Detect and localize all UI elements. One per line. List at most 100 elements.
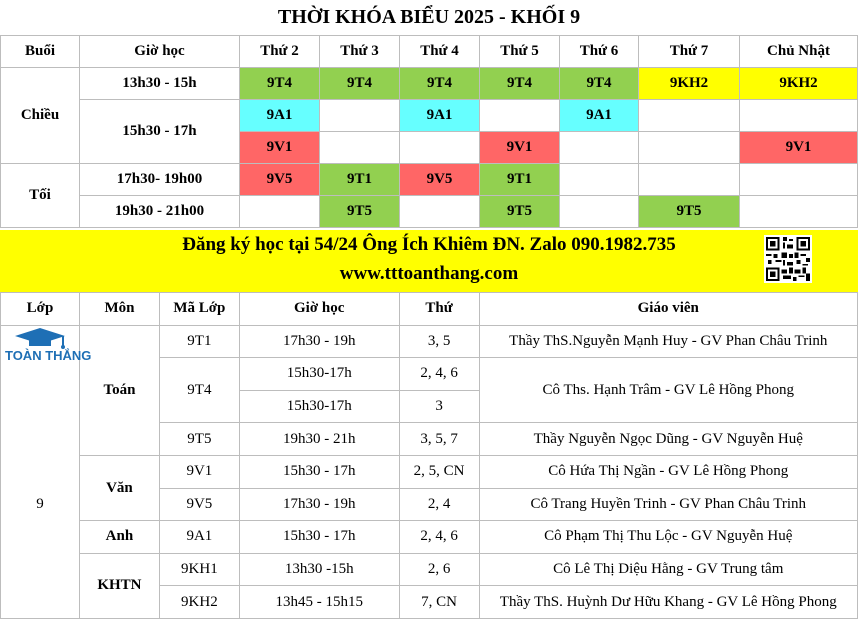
class-cell <box>739 163 858 196</box>
class-cell: 9V5 <box>239 163 320 196</box>
table-row: 9V5 17h30 - 19h 2, 4 Cô Trang Huyền Trin… <box>1 487 858 522</box>
header-cell: Giờ học <box>79 35 240 68</box>
class-cell: 9T1 <box>479 163 560 196</box>
qr-code-icon <box>764 235 812 283</box>
class-cell: 9KH2 <box>638 67 740 100</box>
class-cell <box>559 195 639 228</box>
days-cell: 2, 4, 6 <box>398 520 480 554</box>
schedule-header-row: Buổi Giờ học Thứ 2 Thứ 3 Thứ 4 Thứ 5 Thứ… <box>0 35 858 68</box>
table-row: 9 15h30-17h 3 <box>0 389 858 619</box>
subject-cell: Toán <box>78 324 160 456</box>
class-cell <box>399 195 480 228</box>
time-cell: 15h30 - 17h <box>79 99 240 164</box>
header-cell: Môn <box>78 292 160 326</box>
schedule-row: Tối 17h30- 19h00 9V5 9T1 9V5 9T1 <box>0 163 858 228</box>
class-code-cell: 9V1 <box>158 454 240 489</box>
subject-cell: Văn <box>78 454 160 522</box>
class-cell <box>559 163 639 196</box>
class-cell <box>739 195 858 228</box>
time-cell: 15h30-17h <box>238 357 400 391</box>
schedule-row: Chiều 13h30 - 15h 9T4 9T4 9T4 9T4 9T4 9K… <box>0 67 858 164</box>
schedule-table: Buổi Giờ học Thứ 2 Thứ 3 Thứ 4 Thứ 5 Thứ… <box>0 35 858 228</box>
days-cell: 2, 4, 6 <box>398 357 480 391</box>
header-cell: Thứ 2 <box>239 35 320 68</box>
time-cell: 19h30 - 21h00 <box>79 195 240 228</box>
header-cell: Mã Lớp <box>158 292 240 326</box>
time-cell: 17h30 - 19h <box>238 324 400 359</box>
header-cell: Giáo viên <box>478 292 858 326</box>
class-cell: 9V1 <box>739 131 858 164</box>
teacher-cell: Thầy ThS. Huỳnh Dư Hữu Khang - GV Lê Hồn… <box>478 585 858 619</box>
days-cell: 7, CN <box>398 585 480 619</box>
class-cell: 9T1 <box>319 163 400 196</box>
class-code-cell: 9A1 <box>158 520 240 554</box>
class-cell <box>239 195 320 228</box>
class-cell: 9T5 <box>319 195 400 228</box>
class-cell: 9A1 <box>559 99 639 132</box>
class-cell: 9T4 <box>319 67 400 100</box>
table-row: 9T4 15h30-17h 2, 4, 6 Cô Ths. Hạnh Trâm … <box>1 357 858 424</box>
time-cell: 15h30-17h <box>238 389 400 424</box>
time-cell: 15h30 - 17h <box>238 454 400 489</box>
class-code-cell: 9KH2 <box>158 585 240 619</box>
teacher-cell: Cô Lê Thị Diệu Hằng - GV Trung tâm <box>478 552 858 587</box>
class-cell <box>319 99 400 132</box>
class-code-cell: 9V5 <box>158 487 240 522</box>
class-code-cell: 9T4 <box>158 357 240 424</box>
days-cell: 3, 5 <box>398 324 480 359</box>
class-cell: 9T4 <box>559 67 639 100</box>
days-cell: 3 <box>398 389 480 424</box>
table-row: 9T5 19h30 - 21h 3, 5, 7 Thầy Nguyễn Ngọc… <box>1 422 858 456</box>
time-cell: 13h45 - 15h15 <box>238 585 400 619</box>
class-cell: 9A1 <box>239 99 320 132</box>
header-cell: Thứ 7 <box>638 35 740 68</box>
teacher-cell: Cô Phạm Thị Thu Lộc - GV Nguyễn Huệ <box>478 520 858 554</box>
header-cell: Chủ Nhật <box>739 35 858 68</box>
teacher-cell: Cô Hứa Thị Ngần - GV Lê Hồng Phong <box>478 454 858 489</box>
class-cell: 9KH2 <box>739 67 858 100</box>
teacher-cell: Cô Ths. Hạnh Trâm - GV Lê Hồng Phong <box>478 357 858 424</box>
class-code-cell: 9T5 <box>158 422 240 456</box>
logo-text: TOÀN THẮNG <box>4 347 92 363</box>
time-cell: 13h30 - 15h <box>79 67 240 100</box>
session-cell: Tối <box>0 163 80 228</box>
header-cell: Lớp <box>0 292 80 326</box>
class-code-cell: 9KH1 <box>158 552 240 587</box>
header-cell: Thứ 4 <box>399 35 480 68</box>
table-row: KHTN 9KH1 13h30 -15h 2, 6 Cô Lê Thị Diệu… <box>1 552 858 619</box>
time-cell: 17h30 - 19h <box>238 487 400 522</box>
schedule-row: 19h30 - 21h00 9T5 9T5 9T5 <box>1 195 858 228</box>
class-cell <box>638 163 740 196</box>
class-table: Lớp Môn Mã Lớp Giờ học Thứ Giáo viên TOÀ… <box>0 292 858 619</box>
days-cell: 2, 4 <box>398 487 480 522</box>
registration-banner: Đăng ký học tại 54/24 Ông Ích Khiêm ĐN. … <box>0 230 858 292</box>
table-row: 9KH2 13h45 - 15h15 7, CN Thầy ThS. Huỳnh… <box>1 585 858 619</box>
page-title: THỜI KHÓA BIỂU 2025 - KHỐI 9 <box>277 6 581 28</box>
teacher-cell: Thầy Nguyễn Ngọc Dũng - GV Nguyễn Huệ <box>478 422 858 456</box>
header-cell: Thứ <box>398 292 480 326</box>
time-cell: 15h30 - 17h <box>238 520 400 554</box>
time-cell: 19h30 - 21h <box>238 422 400 456</box>
header-cell: Thứ 6 <box>559 35 639 68</box>
class-cell <box>479 99 560 132</box>
class-cell <box>638 131 740 164</box>
class-cell <box>638 99 740 132</box>
header-cell: Giờ học <box>238 292 400 326</box>
subject-cell: Anh <box>78 520 160 554</box>
class-cell: 9A1 <box>399 99 480 132</box>
class-code-cell: 9T1 <box>158 324 240 359</box>
table-row: TOÀN THẮNG Toán 9T1 17h30 - 19h 3, 5 Thầ… <box>0 324 858 456</box>
days-cell: 2, 5, CN <box>398 454 480 489</box>
schedule-row: 9V1 9V1 9V1 <box>1 131 858 164</box>
website-link[interactable]: www.tttoanthang.com <box>339 263 519 284</box>
class-cell <box>399 131 480 164</box>
grade-cell: 9 <box>0 390 80 619</box>
session-cell: Chiều <box>0 67 80 164</box>
class-cell: 9V5 <box>399 163 480 196</box>
logo: TOÀN THẮNG <box>4 326 92 370</box>
class-cell: 9V1 <box>479 131 560 164</box>
class-header-row: Lớp Môn Mã Lớp Giờ học Thứ Giáo viên <box>0 292 858 326</box>
class-cell: 9T4 <box>399 67 480 100</box>
subject-cell: KHTN <box>78 552 160 619</box>
